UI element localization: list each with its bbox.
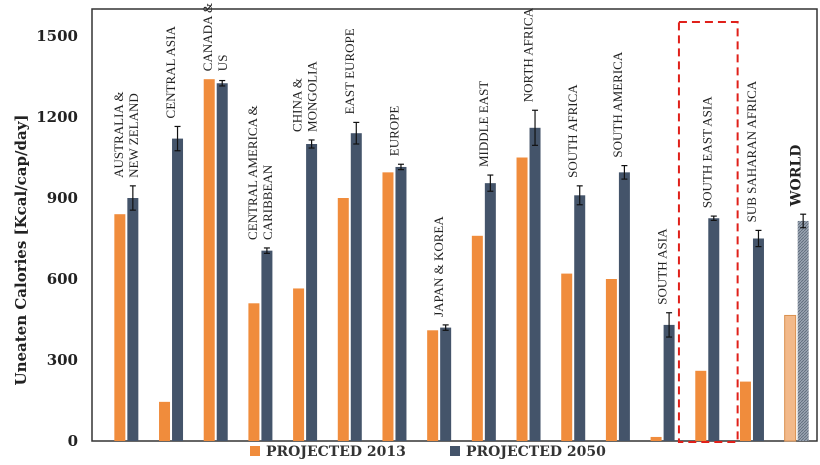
bar-projected-2050	[216, 83, 228, 441]
bar-projected-2013	[605, 279, 617, 441]
bar-projected-2013	[203, 79, 215, 441]
legend: PROJECTED 2013 PROJECTED 2050	[250, 444, 606, 460]
region-label: MIDDLE EAST	[476, 81, 491, 167]
bar-projected-2013	[695, 370, 707, 441]
legend-label: PROJECTED 2050	[466, 444, 606, 460]
region-label: SOUTH AMERICA	[610, 51, 625, 157]
region-label: NORTH AFRICA	[521, 7, 536, 102]
bar-projected-2013	[293, 288, 305, 441]
y-axis-label: Uneaten Calories [Kcal/cap/day]	[12, 114, 30, 385]
bar-projected-2050	[708, 218, 720, 441]
bar-projected-2013	[337, 198, 349, 441]
bars	[114, 79, 809, 442]
bar-projected-2050	[663, 324, 675, 441]
y-tick-label: 0	[68, 432, 78, 450]
region-label: JAPAN & KOREA	[431, 216, 446, 317]
bar-projected-2013	[159, 401, 171, 441]
y-tick-label: 300	[47, 351, 78, 369]
region-label: EAST EUROPE	[342, 28, 357, 114]
bar-projected-2013	[114, 214, 126, 441]
region-label: NEW ZELAND	[126, 93, 141, 178]
bar-projected-2050	[261, 250, 273, 441]
legend-label: PROJECTED 2013	[266, 444, 406, 460]
region-label: CENTRAL AMERICA &	[245, 105, 260, 240]
region-label: AUSTRALIA &	[111, 92, 126, 178]
region-label: US	[215, 55, 230, 72]
bar-projected-2013	[382, 172, 394, 441]
y-tick-label: 900	[47, 189, 78, 207]
bar-projected-2013	[561, 273, 573, 441]
bar-projected-2013	[248, 303, 260, 441]
bar-projected-2050	[306, 144, 318, 441]
bar-projected-2013	[650, 436, 662, 441]
bar-projected-2050	[484, 183, 496, 441]
region-label: CANADA &	[200, 3, 215, 71]
legend-swatch	[250, 446, 260, 456]
y-tick-label: 1200	[36, 108, 78, 126]
bar-projected-2013	[784, 314, 797, 442]
bar-projected-2050	[618, 172, 630, 441]
region-label: MONGOLIA	[305, 61, 320, 132]
bar-projected-2013	[739, 381, 751, 441]
region-label: EUROPE	[386, 106, 401, 157]
y-tick-label: 1500	[36, 27, 78, 45]
highlight-box	[677, 21, 739, 443]
y-tick-label: 600	[47, 270, 78, 288]
region-label: SOUTH AFRICA	[565, 84, 580, 178]
bar-projected-2050	[350, 133, 362, 441]
bar-projected-2050	[395, 166, 407, 441]
bar-projected-2050	[529, 127, 541, 442]
region-label: SUB SAHARAN AFRICA	[744, 80, 759, 222]
bar-projected-2050	[127, 198, 139, 441]
bar-projected-2013	[427, 330, 439, 441]
bar-projected-2050	[574, 195, 586, 441]
bar-projected-2050	[440, 327, 452, 441]
legend-swatch	[450, 446, 460, 456]
region-label: CENTRAL ASIA	[163, 26, 178, 119]
bar-projected-2050	[172, 138, 184, 441]
region-labels: AUSTRALIA & NEW ZELAND CENTRAL ASIA CANADA …	[111, 3, 805, 317]
region-label: SOUTH EAST ASIA	[699, 96, 714, 208]
bar-projected-2050	[797, 220, 809, 441]
region-label: SOUTH ASIA	[655, 228, 670, 305]
region-label: CHINA &	[290, 78, 305, 132]
bar-projected-2050	[752, 238, 764, 441]
region-label: WORLD	[789, 145, 805, 208]
y-axis-ticks: 0 300 600 900 1200 1500	[36, 27, 78, 450]
bar-projected-2013	[471, 235, 483, 441]
plot-frame	[91, 8, 818, 442]
region-label: CARIBBEAN	[260, 164, 275, 240]
bar-projected-2013	[516, 157, 528, 441]
